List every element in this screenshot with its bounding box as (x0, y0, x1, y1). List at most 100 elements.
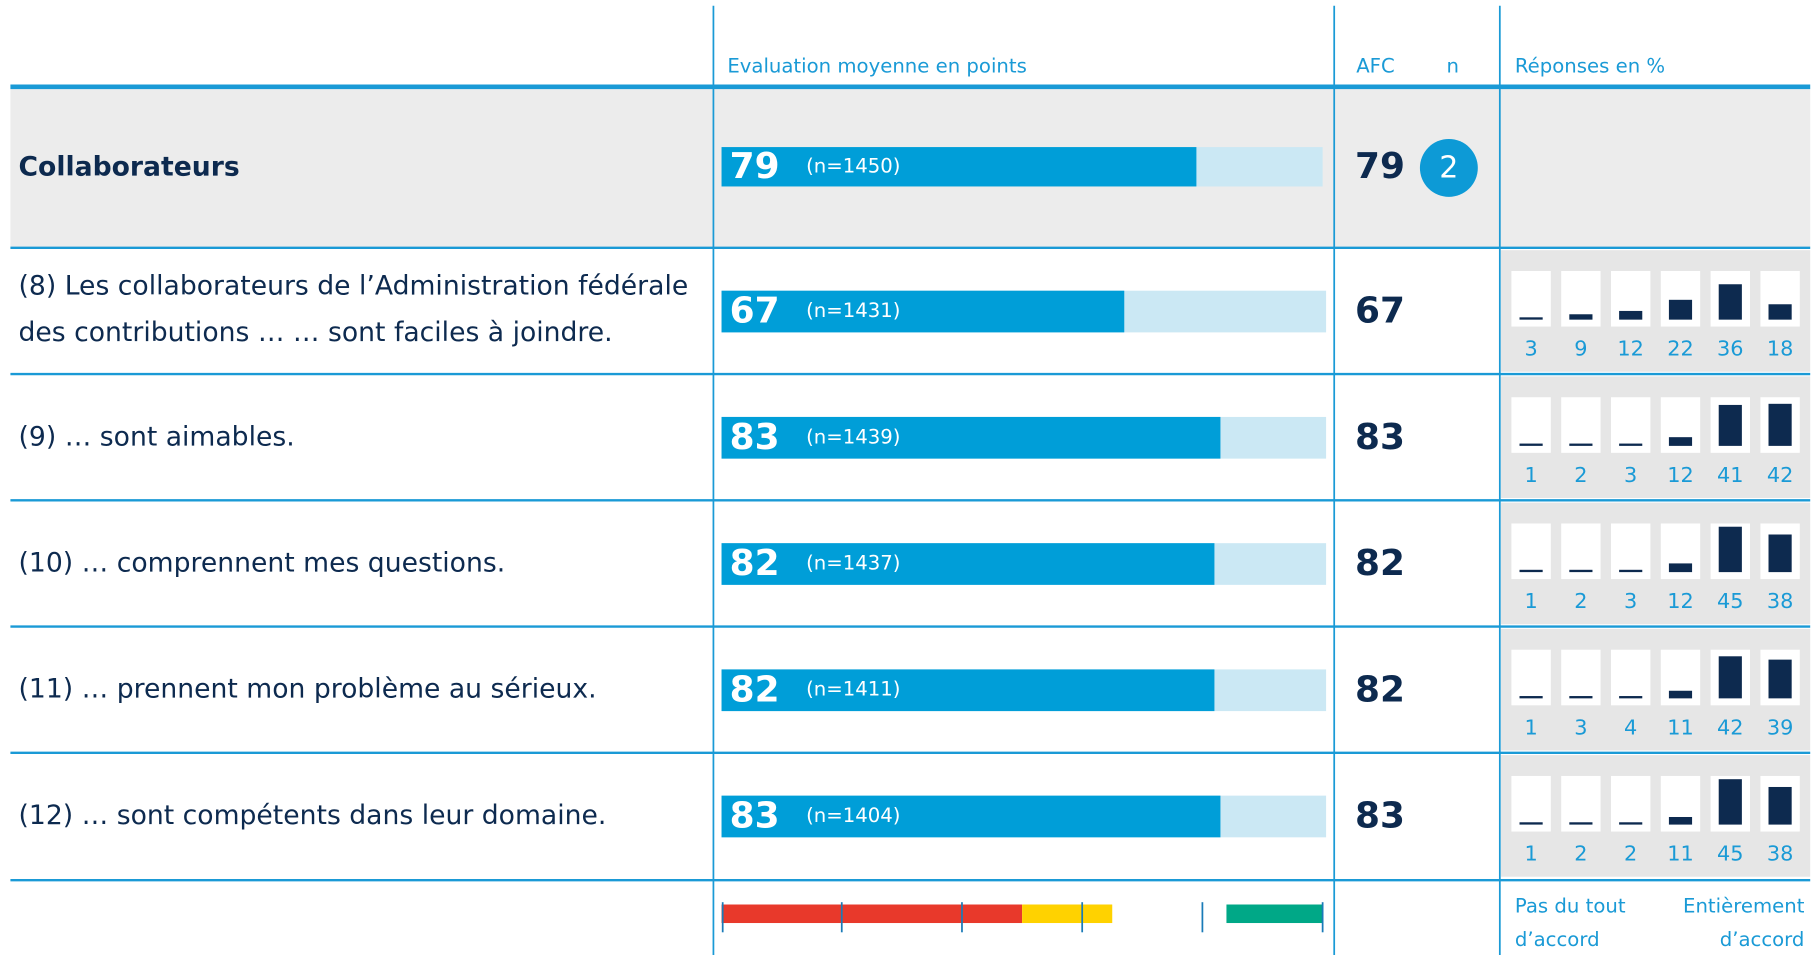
afc-value: 67 (1355, 291, 1405, 332)
afc-value: 79 (1355, 146, 1405, 187)
responses-background (1500, 628, 1811, 751)
scale-segment (721, 904, 1023, 924)
score-bar (721, 543, 1215, 585)
score-value: 82 (730, 543, 780, 584)
response-value: 45 (1717, 589, 1744, 613)
header-responses: Réponses en % (1515, 55, 1665, 78)
row-label: (10) … comprennent mes questions. (19, 548, 506, 579)
response-value: 4 (1624, 715, 1637, 739)
n-label: (n=1437) (806, 552, 900, 575)
row-label: des contributions … … sont faciles à joi… (19, 317, 613, 348)
score-value: 83 (730, 796, 780, 837)
responses-background (1500, 250, 1811, 372)
response-value: 2 (1574, 463, 1587, 487)
n-label: (n=1404) (806, 804, 900, 827)
response-bar (1768, 304, 1792, 320)
response-bar (1718, 404, 1742, 446)
response-value: 11 (1667, 715, 1694, 739)
row-label: (8) Les collaborateurs de l’Administrati… (19, 271, 689, 302)
response-bar (1718, 526, 1742, 573)
response-bar (1519, 696, 1543, 699)
response-value: 2 (1574, 589, 1587, 613)
scale-segment (1022, 904, 1113, 924)
n-badge (1419, 138, 1478, 197)
response-bar (1668, 437, 1693, 446)
response-value: 9 (1574, 337, 1587, 361)
response-bar (1718, 779, 1742, 825)
score-value: 82 (730, 669, 780, 710)
response-bar (1569, 696, 1593, 699)
n-label: (n=1450) (806, 154, 900, 177)
responses-background (1500, 755, 1811, 877)
response-bar (1768, 534, 1792, 573)
response-value: 3 (1624, 589, 1637, 613)
response-value: 3 (1574, 715, 1587, 739)
afc-value: 83 (1355, 417, 1405, 458)
response-value: 38 (1767, 842, 1794, 866)
response-bar (1768, 659, 1792, 699)
response-value: 38 (1767, 589, 1794, 613)
footer-right: Entièrement (1683, 894, 1805, 917)
response-value: 1 (1524, 715, 1537, 739)
row-label: (11) … prennent mon problème au sérieux. (19, 674, 597, 705)
afc-value: 82 (1355, 543, 1405, 584)
response-value: 45 (1717, 842, 1744, 866)
response-value: 41 (1717, 463, 1744, 487)
score-bar (721, 290, 1125, 333)
response-value: 1 (1524, 463, 1537, 487)
response-value: 12 (1667, 463, 1694, 487)
score-value: 79 (730, 146, 780, 187)
response-value: 12 (1617, 337, 1644, 361)
score-bar (721, 795, 1221, 838)
afc-value: 83 (1355, 796, 1405, 837)
response-value: 3 (1624, 463, 1637, 487)
response-value: 3 (1524, 337, 1537, 361)
response-bar (1619, 569, 1643, 573)
response-value: 1 (1524, 842, 1537, 866)
response-bar (1519, 822, 1543, 825)
response-bar (1569, 822, 1593, 825)
score-value: 67 (730, 291, 780, 332)
response-value: 42 (1767, 463, 1794, 487)
footer-right: d’accord (1720, 928, 1805, 951)
response-bar (1668, 816, 1693, 825)
response-value: 1 (1524, 589, 1537, 613)
score-bar (721, 416, 1221, 459)
response-value: 42 (1717, 715, 1744, 739)
score-bar (721, 147, 1197, 187)
response-bar (1619, 822, 1643, 825)
response-value: 39 (1767, 715, 1794, 739)
scale-segment (1226, 904, 1323, 924)
response-bar (1569, 443, 1593, 446)
response-bar (1519, 569, 1543, 573)
summary-label: Collaborateurs (19, 151, 240, 182)
footer-left: Pas du tout (1515, 894, 1626, 917)
responses-background (1500, 376, 1811, 498)
response-bar (1519, 443, 1543, 446)
afc-value: 82 (1355, 669, 1405, 710)
response-bar (1668, 690, 1693, 699)
responses-background (1500, 502, 1811, 625)
response-value: 2 (1624, 842, 1637, 866)
response-bar (1569, 314, 1593, 320)
footer-left: d’accord (1515, 928, 1600, 951)
response-bar (1768, 403, 1792, 446)
response-bar (1668, 563, 1693, 573)
response-bar (1619, 310, 1643, 320)
response-value: 22 (1667, 337, 1694, 361)
header-afc: AFC (1356, 55, 1395, 78)
response-bar (1768, 786, 1792, 825)
response-value: 36 (1717, 337, 1744, 361)
header-n: n (1447, 55, 1459, 78)
header-score: Evaluation moyenne en points (727, 55, 1027, 78)
response-bar (1718, 284, 1742, 320)
score-value: 83 (730, 417, 780, 458)
n-label: (n=1439) (806, 425, 900, 448)
response-value: 12 (1667, 589, 1694, 613)
response-value: 18 (1767, 337, 1794, 361)
response-bar (1519, 317, 1543, 320)
response-bar (1569, 569, 1593, 573)
response-bar (1668, 299, 1693, 320)
